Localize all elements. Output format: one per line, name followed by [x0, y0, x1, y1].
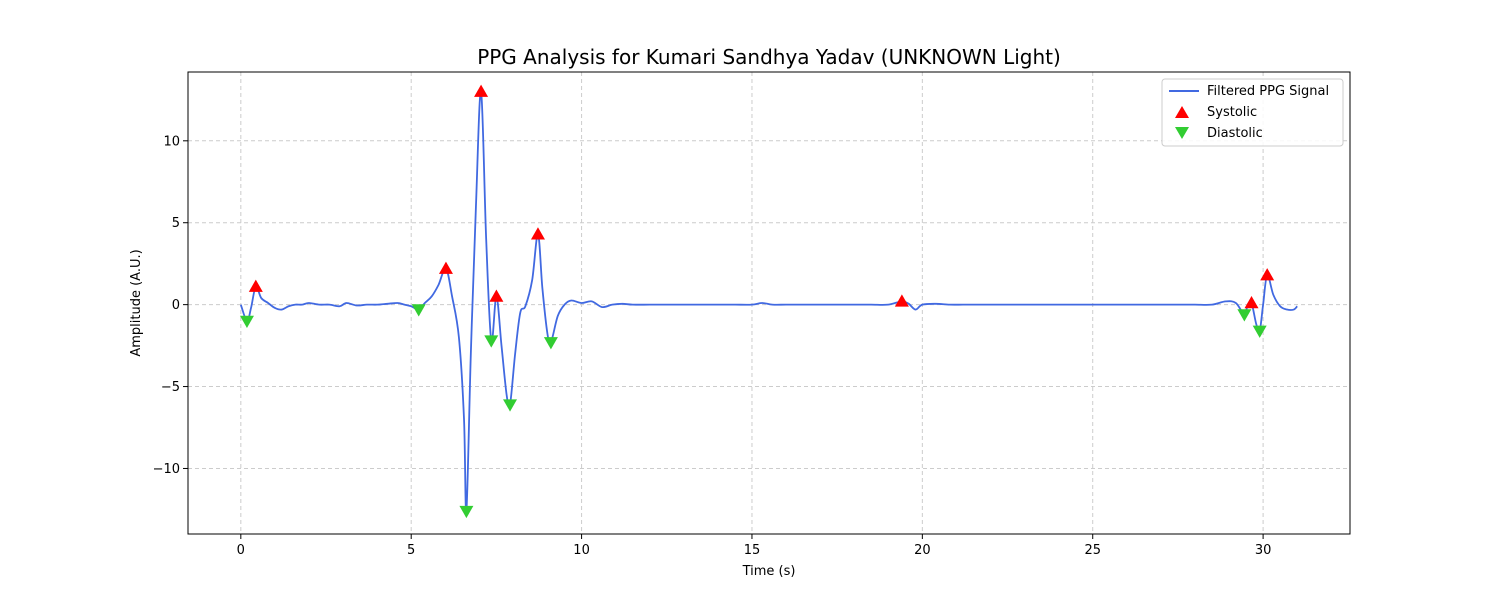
x-tick-label: 15	[744, 543, 761, 558]
x-tick-label: 20	[914, 543, 931, 558]
y-axis-label: Amplitude (A.U.)	[129, 249, 144, 356]
legend-label-signal: Filtered PPG Signal	[1207, 84, 1329, 99]
y-tick-label: 10	[163, 134, 180, 149]
systolic-marker	[474, 84, 489, 97]
legend-label-systolic: Systolic	[1207, 105, 1257, 120]
diastolic-marker	[503, 399, 518, 412]
diastolic-marker	[1252, 325, 1267, 338]
systolic-marker	[248, 279, 263, 292]
axes-frame	[187, 71, 1351, 535]
x-tick-label: 5	[407, 543, 415, 558]
chart-title: PPG Analysis for Kumari Sandhya Yadav (U…	[477, 45, 1061, 69]
x-axis-label: Time (s)	[742, 564, 796, 579]
ticks: 0 5 10 15 20 25 30 −10 −5 0 5 10	[153, 134, 1272, 558]
plot-area	[239, 84, 1298, 519]
legend-diastolic-swatch	[1175, 127, 1189, 139]
legend-label-diastolic: Diastolic	[1207, 126, 1263, 141]
x-tick-label: 30	[1255, 543, 1272, 558]
diastolic-marker	[411, 304, 426, 317]
systolic-marker	[1244, 296, 1259, 309]
diastolic-marker	[459, 505, 474, 519]
legend-systolic-swatch	[1175, 106, 1189, 118]
systolic-marker	[1260, 268, 1275, 281]
y-tick-label: −10	[153, 462, 180, 477]
signal-line	[239, 90, 1298, 513]
x-tick-label: 10	[573, 543, 590, 558]
x-tick-label: 0	[237, 543, 245, 558]
legend: Filtered PPG Signal Systolic Diastolic	[1161, 78, 1344, 147]
x-tick-label: 25	[1084, 543, 1101, 558]
legend-box	[1161, 78, 1344, 147]
systolic-marker	[438, 261, 453, 274]
y-tick-label: 5	[172, 216, 180, 231]
diastolic-marker	[484, 335, 499, 348]
diastolic-marker	[239, 315, 254, 329]
diastolic-marker	[1237, 309, 1252, 322]
y-tick-label: 0	[172, 298, 180, 313]
systolic-marker	[894, 294, 909, 307]
systolic-marker	[530, 227, 545, 240]
systolic-marker	[489, 289, 504, 302]
y-tick-label: −5	[161, 380, 180, 395]
diastolic-marker	[543, 337, 558, 350]
